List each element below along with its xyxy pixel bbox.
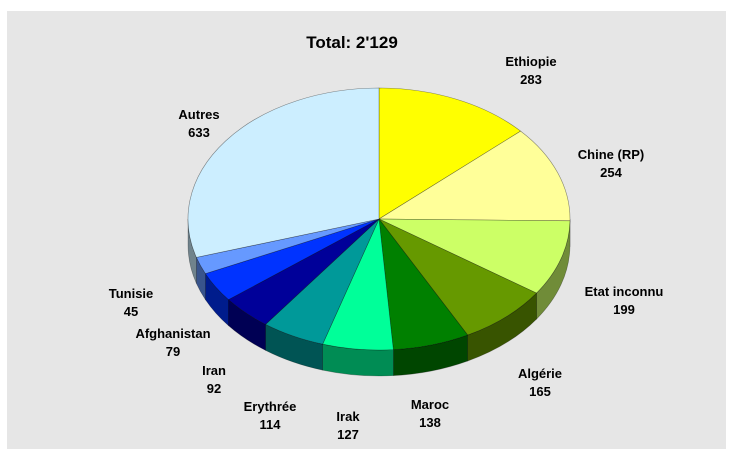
slice-irak [322, 217, 394, 351]
slice-value-erythree: 114 [260, 417, 282, 432]
slice-label-irak: Irak [336, 409, 360, 424]
chart-title: Total: 2'129 [306, 33, 398, 52]
slice-algerie [378, 218, 538, 336]
slice-etat-inconnu [378, 218, 571, 294]
pie-chart: Ethiopie 283 Chine (RP) 254 Etat inconnu 199 A… [109, 33, 664, 442]
slice-label-etat-inconnu: Etat inconnu [585, 284, 664, 299]
slice-value-iran: 92 [207, 381, 221, 396]
slice-iran [227, 218, 380, 325]
slice-maroc [378, 217, 469, 350]
slice-value-etat-inconnu: 199 [613, 302, 635, 317]
slice-labels: Ethiopie 283 Chine (RP) 254 Etat inconnu 199 A… [109, 54, 664, 442]
slice-label-tunisie: Tunisie [109, 286, 154, 301]
slice-label-erythree: Erythrée [244, 399, 297, 414]
slice-autres [187, 87, 380, 258]
slice-afghanistan [204, 218, 380, 301]
slice-label-ethiopie: Ethiopie [505, 54, 556, 69]
slice-label-autres: Autres [178, 107, 219, 122]
slice-value-ethiopie: 283 [520, 72, 542, 87]
slice-tunisie [195, 218, 380, 274]
slice-value-chine-rp: 254 [600, 165, 622, 180]
slice-value-maroc: 138 [419, 415, 441, 430]
slice-label-iran: Iran [202, 363, 226, 378]
slice-value-algerie: 165 [529, 384, 551, 399]
slice-label-algerie: Algérie [518, 366, 562, 381]
slice-label-afghanistan: Afghanistan [135, 326, 210, 341]
slice-erythree [265, 218, 380, 345]
slice-label-maroc: Maroc [411, 397, 449, 412]
slice-value-afghanistan: 79 [166, 344, 180, 359]
slice-label-chine-rp: Chine (RP) [578, 147, 644, 162]
pie-slices [187, 87, 571, 351]
slice-chine-rp [377, 130, 571, 222]
slice-value-tunisie: 45 [124, 304, 138, 319]
chart-frame: Ethiopie 283 Chine (RP) 254 Etat inconnu 199 A… [7, 11, 726, 449]
slice-ethiopie [378, 87, 522, 220]
slice-value-autres: 633 [188, 125, 210, 140]
pie-sides [187, 218, 571, 377]
slice-value-irak: 127 [337, 427, 359, 442]
